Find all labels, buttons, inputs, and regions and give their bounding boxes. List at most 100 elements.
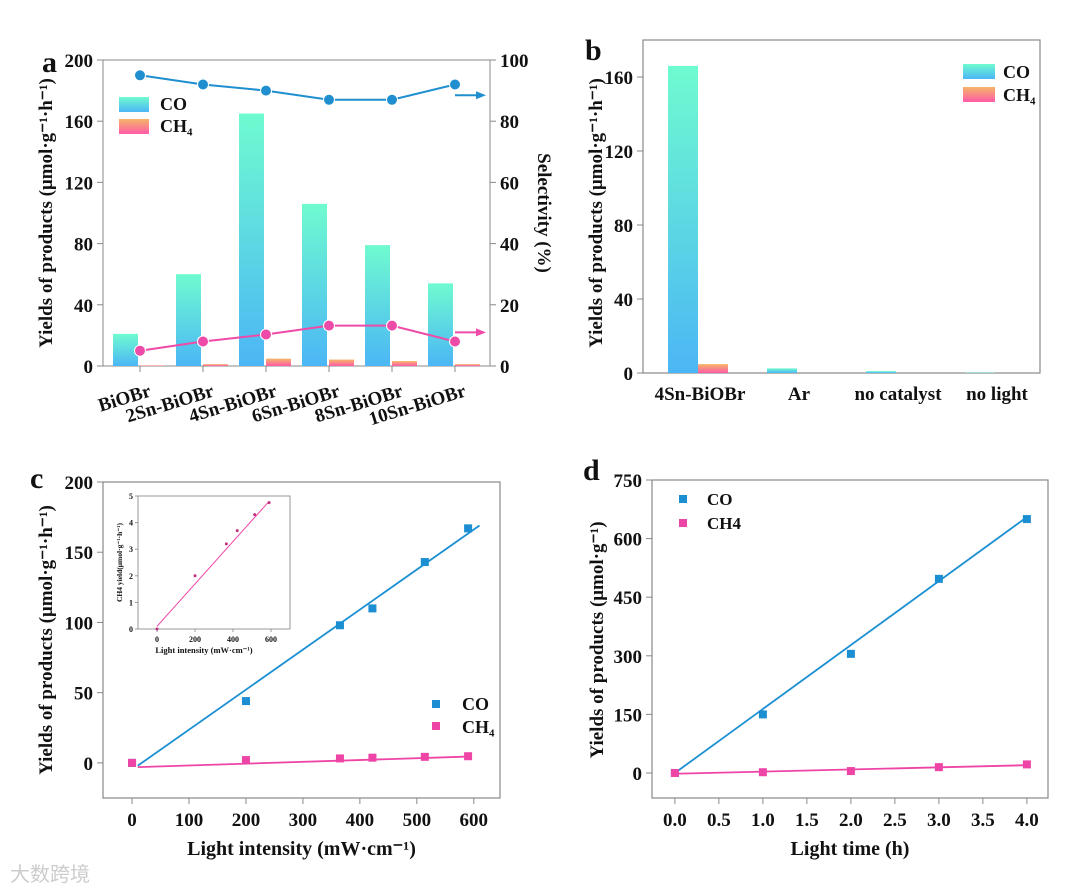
a-sel-point-ch4 — [449, 335, 461, 348]
panel-label-c: c — [30, 462, 43, 495]
c-inset-y-label: 1 — [129, 598, 133, 607]
d-legend-label-ch4: CH4 — [707, 514, 742, 533]
d-point-ch4 — [846, 767, 855, 776]
b-legend-swatch-ch4 — [963, 87, 995, 102]
c-x-tick-label: 0 — [127, 810, 137, 831]
c-inset-point — [155, 627, 159, 631]
c-point-ch4 — [420, 752, 429, 761]
b-legend-label-co: CO — [1003, 62, 1030, 82]
b-y-tick-label: 120 — [605, 142, 634, 163]
a-y2-tick-label: 0 — [500, 357, 510, 378]
b-y-axis-title: Yields of products (μmol·g⁻¹·h⁻¹) — [586, 78, 607, 348]
d-frame — [651, 479, 1049, 799]
b-bar-co — [866, 371, 896, 373]
arrow-right-icon — [476, 91, 486, 100]
d-y-axis-title: Yields of products (μmol·g⁻¹) — [587, 521, 608, 758]
panel-label-d: d — [583, 454, 600, 487]
a-y2-tick-label: 20 — [500, 296, 519, 317]
d-y-tick-label: 450 — [614, 588, 643, 609]
a-y2-tick-label: 100 — [500, 51, 529, 72]
c-inset-y-label: 4 — [129, 519, 133, 528]
c-y-tick-label: 50 — [74, 684, 93, 705]
a-sel-point-co — [134, 69, 146, 82]
c-inset-point — [235, 529, 239, 533]
d-legend-marker-ch4 — [679, 519, 687, 527]
a-sel-point-co — [260, 84, 272, 97]
c-point-ch4 — [335, 754, 344, 763]
a-y2-tick-label: 80 — [500, 112, 519, 133]
a-y-tick-label: 0 — [84, 357, 94, 378]
c-legend-marker-ch4 — [432, 722, 440, 730]
a-y2-tick-label: 40 — [500, 235, 519, 256]
c-point-co — [335, 621, 344, 630]
c-x-tick-label: 600 — [460, 810, 489, 831]
c-point-co — [241, 697, 250, 706]
c-inset-x-label: 200 — [189, 635, 201, 644]
a-y2-tick-label: 60 — [500, 173, 519, 194]
c-inset-y-axis-title: CH4 yield(μmol·g⁻¹·h⁻¹) — [115, 523, 124, 602]
c-legend-marker-co — [432, 700, 440, 708]
a-y-tick-label: 160 — [65, 112, 94, 133]
c-inset-y-label: 0 — [129, 625, 133, 634]
d-point-ch4 — [1022, 760, 1031, 769]
a-legend-swatch-co — [119, 97, 149, 112]
a-bar-ch4 — [203, 364, 228, 366]
a-y-tick-label: 40 — [74, 296, 93, 317]
a-bar-ch4 — [140, 365, 165, 366]
c-inset-x-label: 400 — [227, 635, 239, 644]
a-bar-co — [176, 274, 201, 366]
a-y-tick-label: 80 — [74, 235, 93, 256]
d-x-tick-label: 3.0 — [927, 810, 951, 831]
b-y-tick-label: 160 — [605, 68, 634, 89]
d-x-tick-label: 4.0 — [1015, 810, 1039, 831]
a-bar-co — [113, 333, 138, 366]
c-inset-y-label: 2 — [129, 572, 133, 581]
b-legend-label-ch4: CH₄ — [1003, 85, 1036, 105]
d-x-tick-label: 1.0 — [751, 810, 775, 831]
a-sel-point-co — [386, 93, 398, 106]
a-sel-point-ch4 — [323, 319, 335, 332]
c-frame — [102, 481, 501, 799]
c-point-co — [420, 558, 429, 567]
panel-label-a: a — [42, 46, 57, 79]
b-y-tick-label: 80 — [614, 216, 633, 237]
d-x-tick-label: 0.5 — [707, 810, 731, 831]
d-x-tick-label: 0.0 — [663, 810, 687, 831]
a-y-axis-title: Yields of products (μmol·g⁻¹·h⁻¹) — [36, 78, 57, 348]
c-point-co — [368, 604, 377, 613]
c-x-tick-label: 500 — [403, 810, 432, 831]
a-bar-ch4 — [392, 361, 417, 366]
d-point-co — [934, 574, 943, 583]
a-sel-point-ch4 — [134, 344, 146, 357]
b-x-label: no light — [966, 384, 1028, 405]
b-y-tick-label: 0 — [624, 364, 634, 385]
panel-label-b: b — [585, 34, 602, 67]
d-point-co — [1022, 515, 1031, 524]
c-inset-y-label: 5 — [129, 492, 133, 501]
d-x-tick-label: 1.5 — [795, 810, 819, 831]
a-y2-axis-title: Selectivity (%) — [533, 153, 554, 273]
a-legend-label-ch4: CH₄ — [160, 116, 193, 136]
c-x-tick-label: 100 — [175, 810, 204, 831]
d-y-tick-label: 600 — [614, 530, 643, 551]
c-legend-label-co: CO — [462, 694, 489, 714]
b-bar-co — [767, 368, 797, 373]
d-y-tick-label: 750 — [614, 471, 643, 492]
c-inset-x-label: 0 — [155, 635, 159, 644]
a-bar-co — [365, 245, 390, 366]
c-inset-point — [267, 501, 271, 505]
watermark: 大数跨境 — [10, 862, 90, 886]
c-inset-x-label: 600 — [265, 635, 277, 644]
a-sel-point-ch4 — [260, 328, 272, 341]
c-x-tick-label: 400 — [346, 810, 375, 831]
d-x-tick-label: 2.0 — [839, 810, 863, 831]
d-fit-line-co — [674, 516, 1028, 774]
c-point-ch4 — [128, 758, 137, 767]
d-point-co — [758, 710, 767, 719]
c-inset-point — [253, 513, 257, 517]
d-y-tick-label: 150 — [614, 705, 643, 726]
c-x-tick-label: 200 — [232, 810, 261, 831]
a-sel-line-co — [139, 74, 456, 101]
